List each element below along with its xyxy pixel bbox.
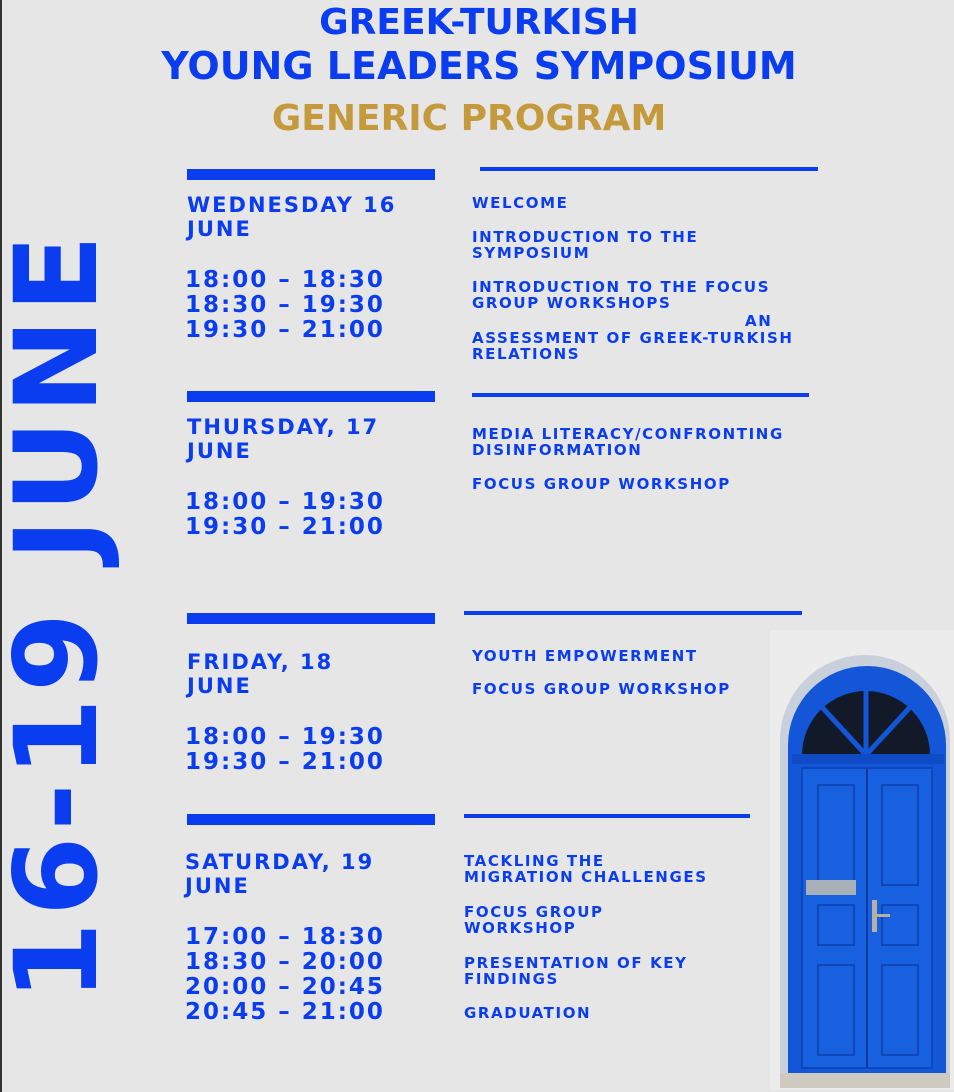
time-slot: 19:30 – 21:00	[185, 514, 385, 540]
divider	[480, 167, 818, 171]
divider	[464, 611, 802, 615]
activity: FOCUS GROUP WORKSHOP	[464, 903, 604, 937]
time-slot: 18:00 – 19:30	[185, 724, 385, 750]
day-heading: SATURDAY, 19 JUNE	[185, 850, 375, 898]
day-heading: THURSDAY, 17 JUNE	[187, 415, 380, 463]
activity: TACKLING THE MIGRATION CHALLENGES	[464, 852, 708, 886]
activity: INTRODUCTION TO THE FOCUS GROUP WORKSHOP…	[472, 278, 771, 312]
activity: YOUTH EMPOWERMENT	[472, 647, 698, 665]
time-slot: 19:30 – 21:00	[185, 749, 385, 775]
activity: FOCUS GROUP WORKSHOP	[472, 680, 731, 698]
activity: WELCOME	[472, 194, 569, 212]
time-slot: 20:45 – 21:00	[185, 999, 385, 1025]
blue-door-photo	[770, 630, 954, 1090]
divider	[187, 613, 435, 624]
time-slot: 18:30 – 20:00	[185, 949, 385, 975]
activity: GRADUATION	[464, 1004, 592, 1022]
divider	[187, 391, 435, 402]
divider	[187, 814, 435, 825]
activity: PRESENTATION OF KEY FINDINGS	[464, 954, 688, 988]
activity: ASSESSMENT OF GREEK-TURKISH RELATIONS	[472, 329, 794, 363]
activity-fragment: AN	[745, 312, 773, 330]
day-heading: FRIDAY, 18 JUNE	[187, 650, 334, 698]
activity: FOCUS GROUP WORKSHOP	[472, 475, 731, 493]
title-line-2: YOUNG LEADERS SYMPOSIUM	[161, 44, 797, 88]
divider	[187, 169, 435, 180]
divider	[472, 393, 809, 397]
time-slot: 18:00 – 18:30	[185, 267, 385, 293]
activity: MEDIA LITERACY/CONFRONTING DISINFORMATIO…	[472, 425, 784, 459]
day-heading: WEDNESDAY 16 JUNE	[187, 193, 397, 241]
time-slot: 17:00 – 18:30	[185, 924, 385, 950]
divider	[464, 814, 750, 818]
subtitle: GENERIC PROGRAM	[271, 98, 667, 139]
time-slot: 18:00 – 19:30	[185, 489, 385, 515]
time-slot: 18:30 – 19:30	[185, 292, 385, 318]
vertical-date: 16-19 JUNE	[0, 228, 123, 1002]
time-slot: 19:30 – 21:00	[185, 317, 385, 343]
activity: INTRODUCTION TO THE SYMPOSIUM	[472, 228, 699, 262]
title-line-1: GREEK-TURKISH	[319, 2, 639, 43]
time-slot: 20:00 – 20:45	[185, 974, 385, 1000]
